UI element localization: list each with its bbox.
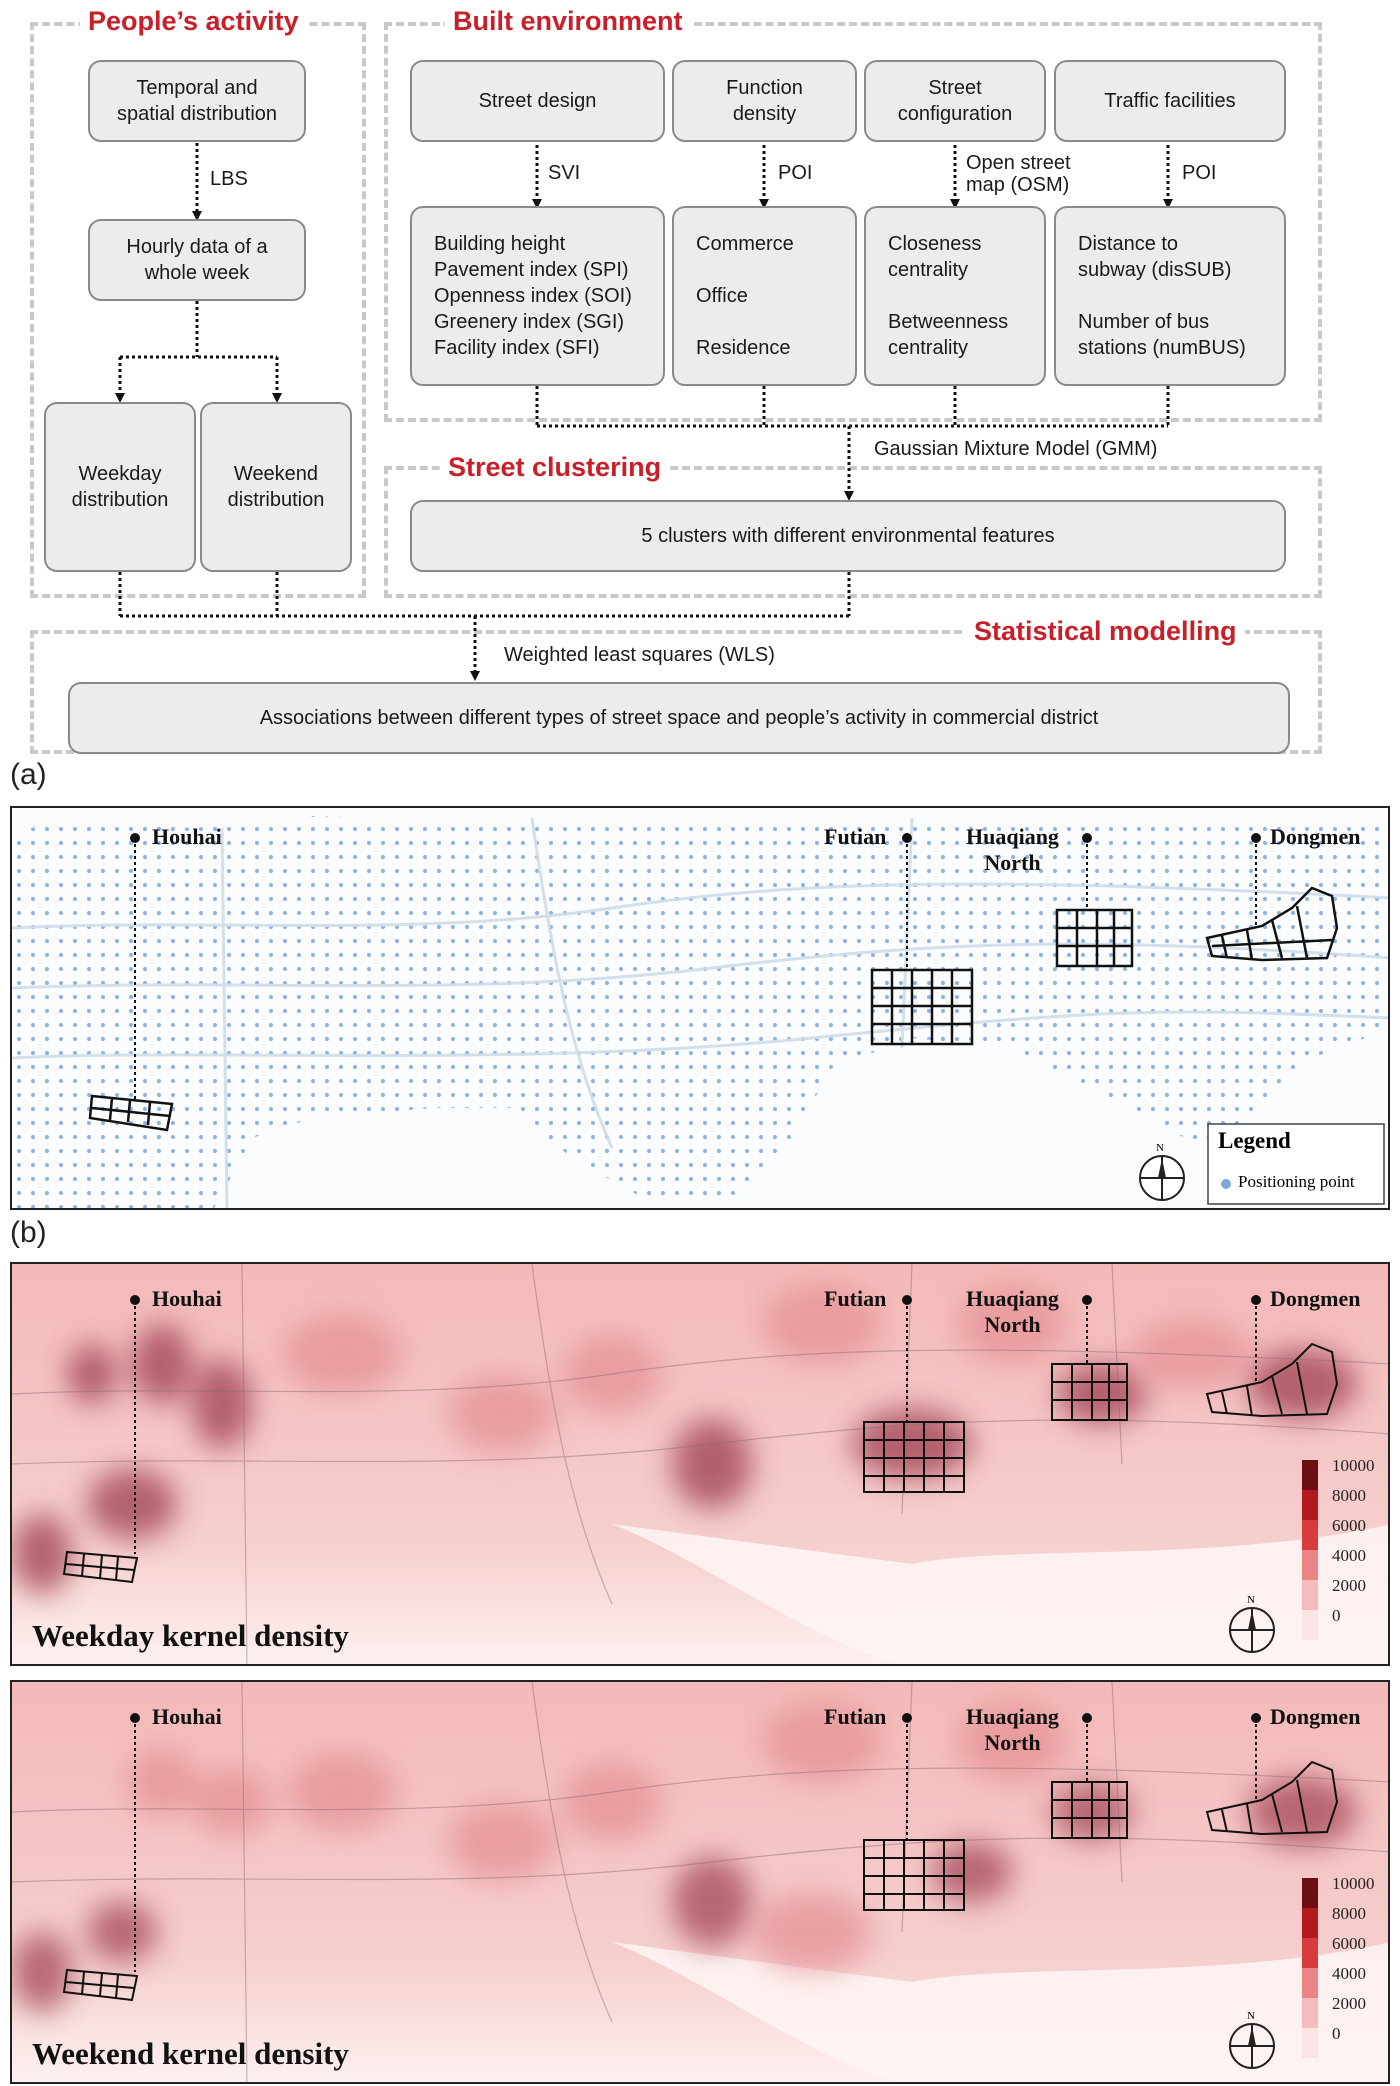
scale-label-0: 10000	[1332, 1456, 1375, 1475]
weekend-density-map: Houhai Futian Huaqiang North Dongmen Wee…	[10, 1680, 1390, 2084]
legend-item-label: Positioning point	[1238, 1172, 1355, 1191]
scale-swatch-2	[1302, 1520, 1318, 1550]
place-houhai-weekend: Houhai	[152, 1704, 222, 1729]
scale-swatch-1	[1302, 1908, 1318, 1938]
label-gmm: Gaussian Mixture Model (GMM)	[874, 438, 1158, 460]
place-houhai-weekday: Houhai	[152, 1286, 222, 1311]
place-huaqiang-weekday: Huaqiang North	[966, 1286, 1059, 1337]
associations-box: Associations between different types of …	[68, 682, 1290, 754]
street-clustering-frame	[384, 466, 1322, 598]
built-environment-title: Built environment	[445, 6, 691, 37]
panel-a-label: (a)	[10, 758, 47, 791]
place-dongmen-weekday: Dongmen	[1270, 1286, 1361, 1311]
scale-label-1: 8000	[1332, 1904, 1366, 1923]
scale-label-2: 6000	[1332, 1516, 1366, 1535]
place-futian-weekday: Futian	[824, 1286, 887, 1311]
scale-label-5: 0	[1332, 2024, 1341, 2043]
scale-swatch-2	[1302, 1938, 1318, 1968]
panel-b-label: (b)	[10, 1216, 47, 1249]
scale-label-4: 2000	[1332, 1994, 1366, 2013]
place-dongmen-a: Dongmen	[1270, 824, 1361, 849]
scale-swatch-0	[1302, 1460, 1318, 1490]
function-density-box: Function density	[672, 60, 857, 142]
street-design-box: Street design	[410, 60, 665, 142]
weekday-scale-bar	[1302, 1460, 1318, 1640]
street-clustering-title: Street clustering	[440, 452, 670, 483]
place-futian-a: Futian	[824, 824, 887, 849]
north-arrow-weekday	[1229, 1607, 1275, 1653]
place-huaqiang-weekend: Huaqiang North	[966, 1704, 1059, 1755]
north-label-weekday: N	[1247, 1594, 1255, 1606]
built-environment-frame	[384, 22, 1322, 422]
label-lbs: LBS	[210, 168, 248, 190]
svi-indices-box: Building height Pavement index (SPI) Ope…	[410, 206, 665, 386]
place-dongmen-weekend: Dongmen	[1270, 1704, 1361, 1729]
scale-label-2: 6000	[1332, 1934, 1366, 1953]
scale-swatch-1	[1302, 1490, 1318, 1520]
legend-box	[1207, 1123, 1385, 1205]
map-a-graphics	[12, 816, 1388, 1208]
clusters-box: 5 clusters with different environmental …	[410, 500, 1286, 572]
hourly-data-box: Hourly data of a whole week	[88, 219, 306, 301]
scale-label-4: 2000	[1332, 1576, 1366, 1595]
weekend-scale-bar	[1302, 1878, 1318, 2058]
weekday-title: Weekday kernel density	[32, 1618, 349, 1653]
north-label-a: N	[1156, 1142, 1164, 1154]
legend-dot	[1221, 1179, 1231, 1189]
street-configuration-box: Street configuration	[864, 60, 1046, 142]
scale-label-3: 4000	[1332, 1546, 1366, 1565]
legend-title: Legend	[1218, 1128, 1291, 1153]
place-houhai-a: Houhai	[152, 824, 222, 849]
place-futian-weekend: Futian	[824, 1704, 887, 1729]
weekday-distribution-box: Weekday distribution	[44, 402, 196, 572]
statistical-modelling-title: Statistical modelling	[966, 616, 1245, 647]
label-poi-1: POI	[778, 162, 813, 184]
weekend-district-outlines	[62, 1760, 1339, 2002]
scale-swatch-4	[1302, 1998, 1318, 2028]
district-outlines	[88, 886, 1339, 1132]
north-arrow-weekend	[1229, 2023, 1275, 2069]
scale-swatch-5	[1302, 2028, 1318, 2058]
scale-swatch-3	[1302, 1968, 1318, 1998]
north-label-weekend: N	[1247, 2010, 1255, 2022]
scale-swatch-0	[1302, 1878, 1318, 1908]
weekend-distribution-box: Weekend distribution	[200, 402, 352, 572]
place-huaqiang-a: Huaqiang North	[966, 824, 1059, 875]
label-svi: SVI	[548, 162, 581, 184]
scale-swatch-3	[1302, 1550, 1318, 1580]
weekend-map-graphics	[12, 1682, 1388, 2082]
scale-label-1: 8000	[1332, 1486, 1366, 1505]
weekend-title: Weekend kernel density	[32, 2036, 349, 2071]
scale-label-5: 0	[1332, 1606, 1341, 1625]
weekday-map-graphics	[12, 1264, 1388, 1664]
temporal-spatial-box: Temporal and spatial distribution	[88, 60, 306, 142]
scale-label-3: 4000	[1332, 1964, 1366, 1983]
scale-swatch-5	[1302, 1610, 1318, 1640]
north-arrow-a	[1139, 1155, 1185, 1201]
flowchart-connectors	[115, 143, 1173, 681]
weekday-density-map: Houhai Futian Huaqiang North Dongmen Wee…	[10, 1262, 1390, 1666]
label-osm: Open street map (OSM)	[966, 152, 1071, 196]
positioning-points-map: Houhai Futian Huaqiang North Dongmen N L…	[10, 806, 1390, 1210]
label-wls: Weighted least squares (WLS)	[504, 644, 775, 666]
label-poi-2: POI	[1182, 162, 1217, 184]
traffic-facilities-box: Traffic facilities	[1054, 60, 1286, 142]
scale-swatch-4	[1302, 1580, 1318, 1610]
centrality-box: Closeness centrality Betweenness central…	[864, 206, 1046, 386]
poi-types-box: Commerce Office Residence	[672, 206, 857, 386]
peoples-activity-title: People’s activity	[80, 6, 307, 37]
weekday-district-outlines	[62, 1342, 1339, 1584]
traffic-measures-box: Distance to subway (disSUB) Number of bu…	[1054, 206, 1286, 386]
scale-label-0: 10000	[1332, 1874, 1375, 1893]
